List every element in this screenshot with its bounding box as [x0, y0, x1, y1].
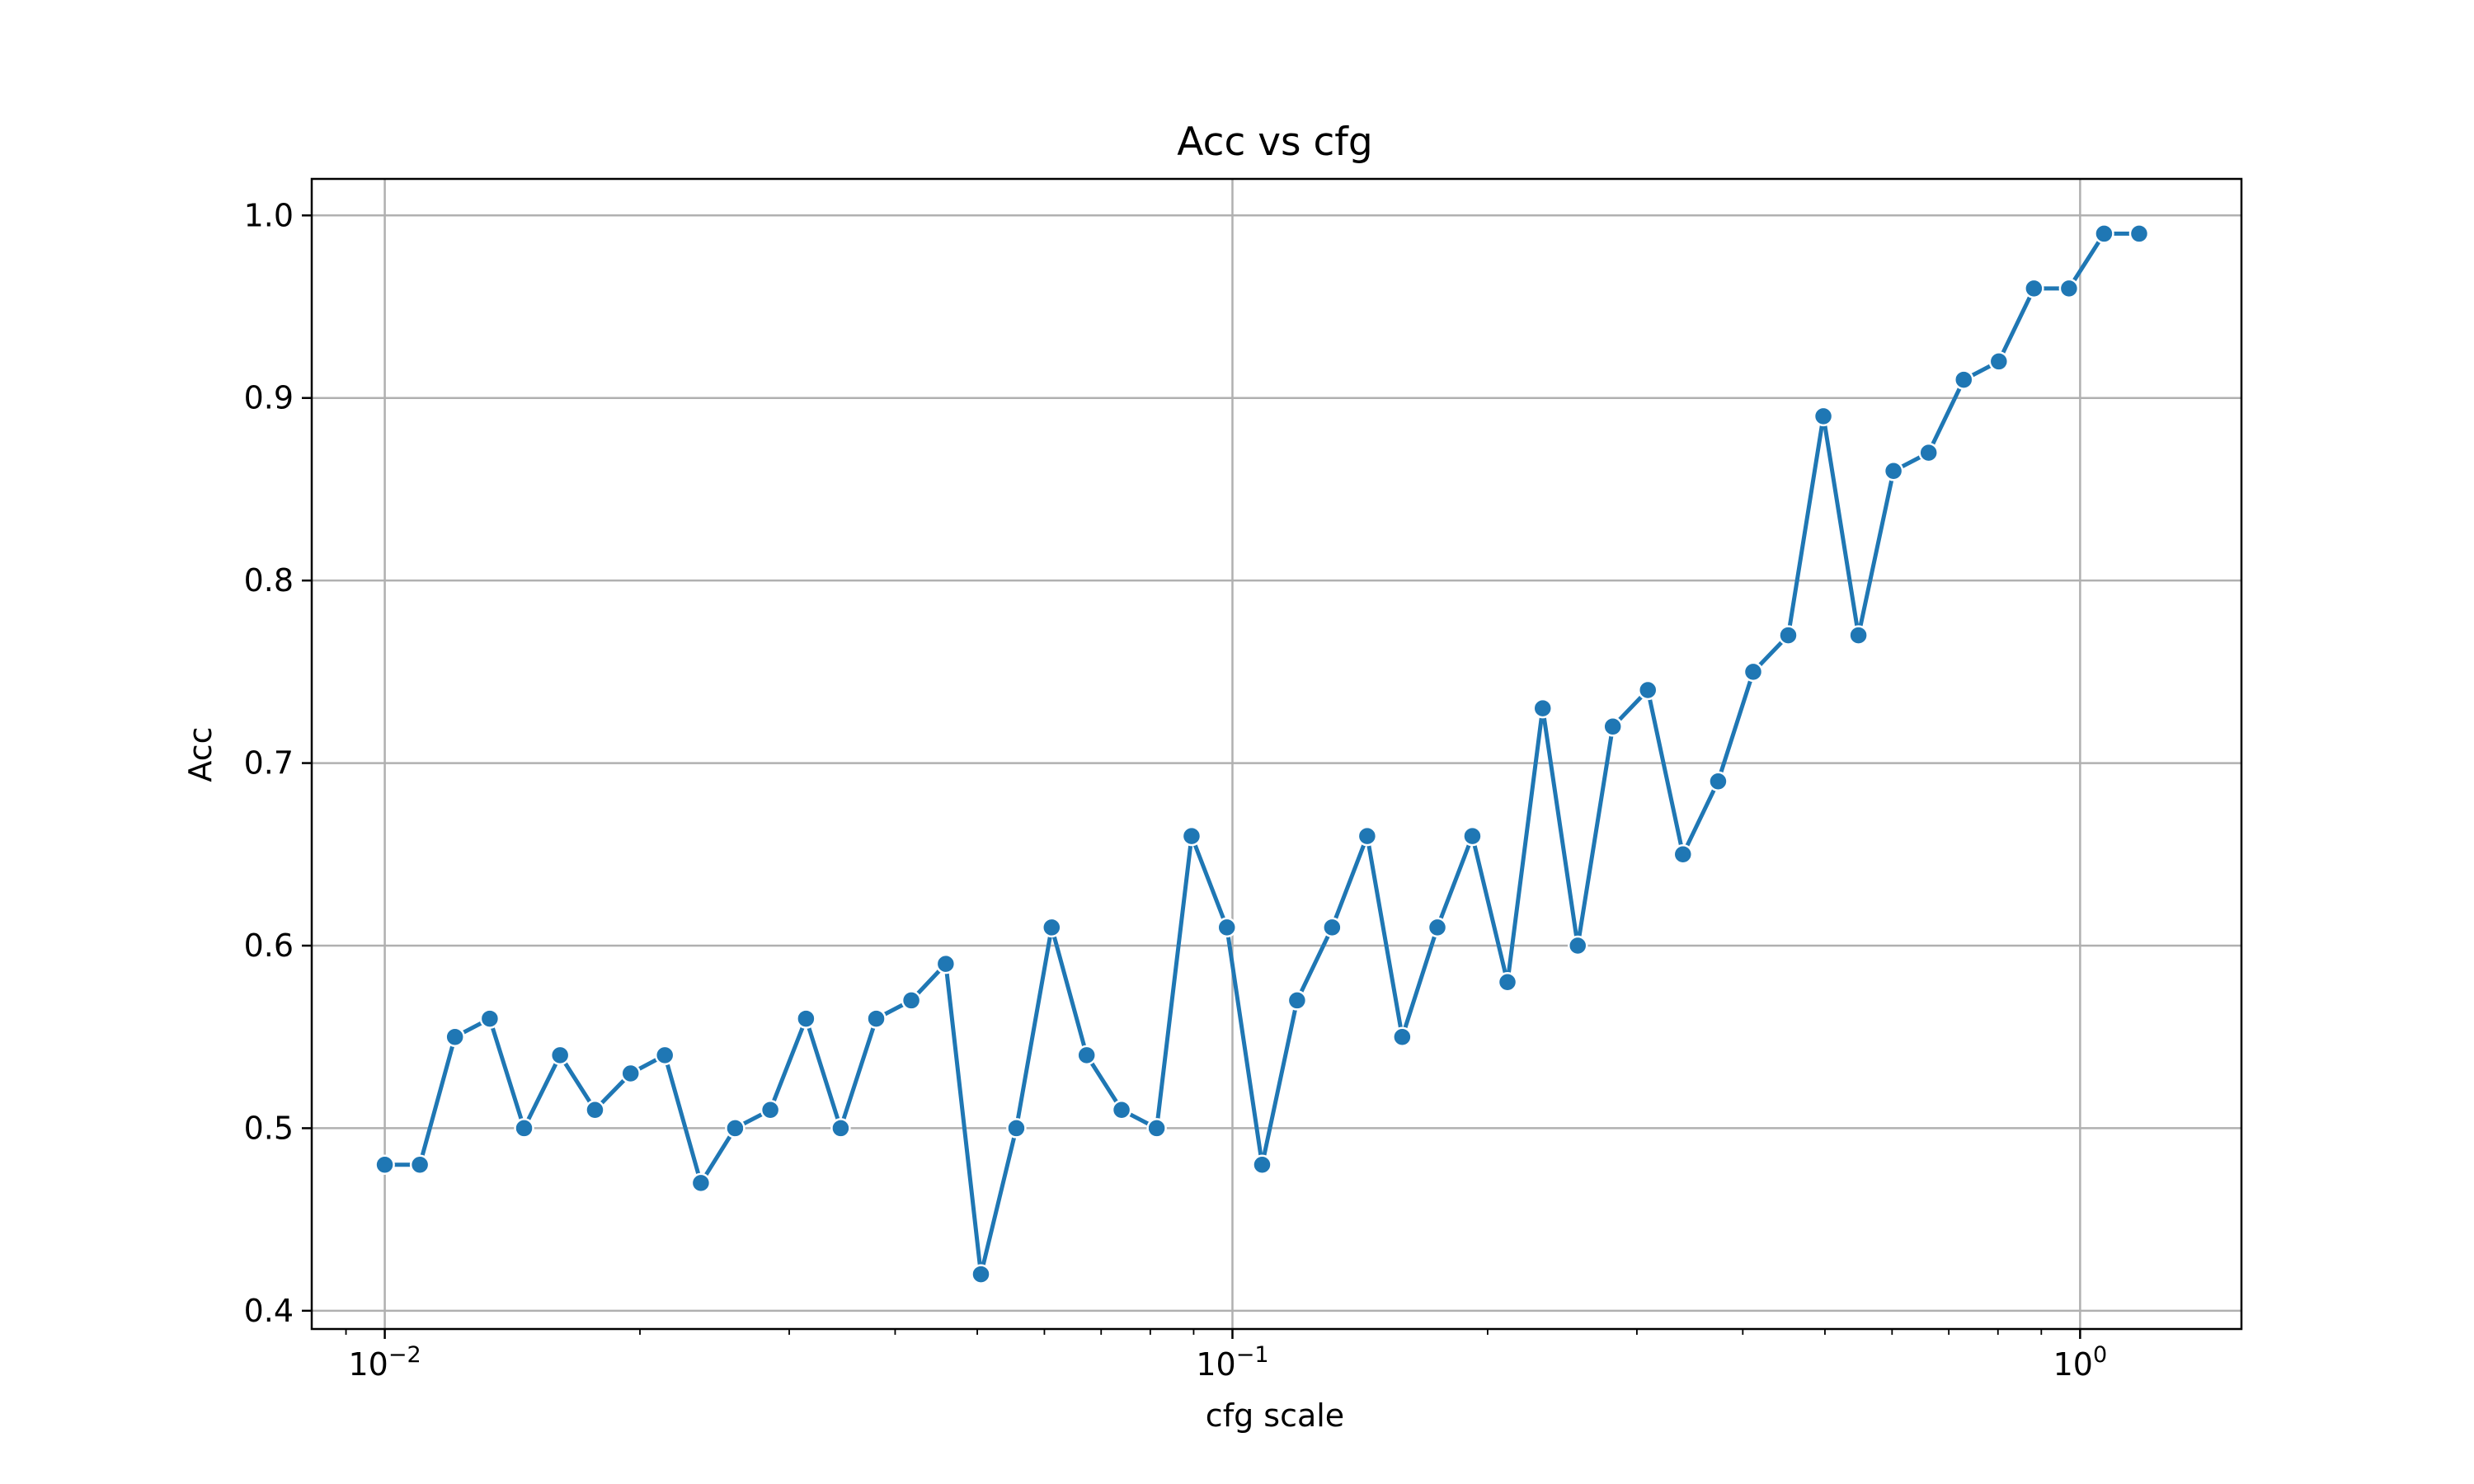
data-point [1708, 771, 1729, 791]
x-tick-label: 100 [2053, 1342, 2108, 1383]
data-point [1743, 661, 1764, 683]
data-point [479, 1008, 501, 1029]
data-point [1954, 369, 1974, 390]
data-point [796, 1008, 816, 1029]
data-point [1111, 1100, 1132, 1120]
data-point [1637, 679, 1658, 701]
data-point [1427, 917, 1448, 938]
x-axis-label: cfg scale [1206, 1397, 1344, 1434]
data-point [2024, 278, 2044, 299]
y-tick-label: 0.9 [244, 380, 294, 416]
data-point [1918, 442, 1939, 463]
data-point [1848, 625, 1869, 646]
data-point [1497, 972, 1518, 993]
y-tick-label: 0.4 [244, 1293, 294, 1329]
data-point [2058, 278, 2080, 299]
data-point [760, 1100, 781, 1120]
data-point [725, 1118, 745, 1139]
data-point [1462, 825, 1483, 847]
y-tick-label: 0.7 [244, 745, 294, 782]
data-point [2094, 223, 2114, 244]
data-point [444, 1026, 465, 1047]
data-point [1532, 697, 1553, 719]
data-point [1322, 917, 1343, 938]
data-point [1042, 917, 1062, 938]
data-point [1392, 1026, 1413, 1047]
data-point [901, 990, 922, 1011]
data-point [1216, 917, 1237, 938]
data-point [374, 1154, 395, 1175]
data-point [1778, 625, 1799, 646]
data-point [1076, 1045, 1097, 1066]
data-point [1988, 351, 2010, 372]
data-series [374, 223, 2150, 1284]
y-tick-label: 0.6 [244, 928, 294, 964]
data-point [549, 1045, 571, 1066]
data-point [1602, 716, 1623, 737]
data-point [1357, 825, 1378, 847]
data-point [866, 1008, 887, 1029]
data-point [409, 1154, 430, 1175]
data-point [1813, 406, 1834, 427]
data-point [1286, 990, 1308, 1011]
y-tick-label: 0.8 [244, 562, 294, 599]
data-point [1006, 1118, 1027, 1139]
data-point [585, 1100, 605, 1120]
y-tick-label: 1.0 [244, 197, 294, 233]
y-tick-label: 0.5 [244, 1110, 294, 1146]
data-point [514, 1118, 534, 1139]
data-point [1252, 1154, 1272, 1175]
grid-lines [312, 179, 2241, 1329]
data-point [1567, 935, 1588, 956]
data-point [620, 1063, 641, 1084]
chart-title: Acc vs cfg [1177, 120, 1372, 165]
x-tick-label: 10−1 [1196, 1342, 1268, 1383]
data-point [690, 1172, 712, 1194]
data-point [1181, 825, 1202, 847]
data-point [1672, 844, 1694, 865]
x-tick-label: 10−2 [349, 1342, 421, 1383]
data-point [2128, 223, 2150, 244]
data-point [1883, 461, 1904, 481]
data-point [935, 953, 957, 974]
plot-area-frame [310, 177, 2243, 1331]
axis-ticks: 0.4 0.5 0.6 0.7 0.8 0.9 1.0 10−2 10−1 100 [244, 197, 2108, 1383]
data-point [830, 1118, 851, 1139]
data-point [654, 1045, 675, 1066]
data-point [1146, 1118, 1167, 1139]
y-axis-label: Acc [182, 726, 219, 782]
data-point [971, 1264, 991, 1284]
